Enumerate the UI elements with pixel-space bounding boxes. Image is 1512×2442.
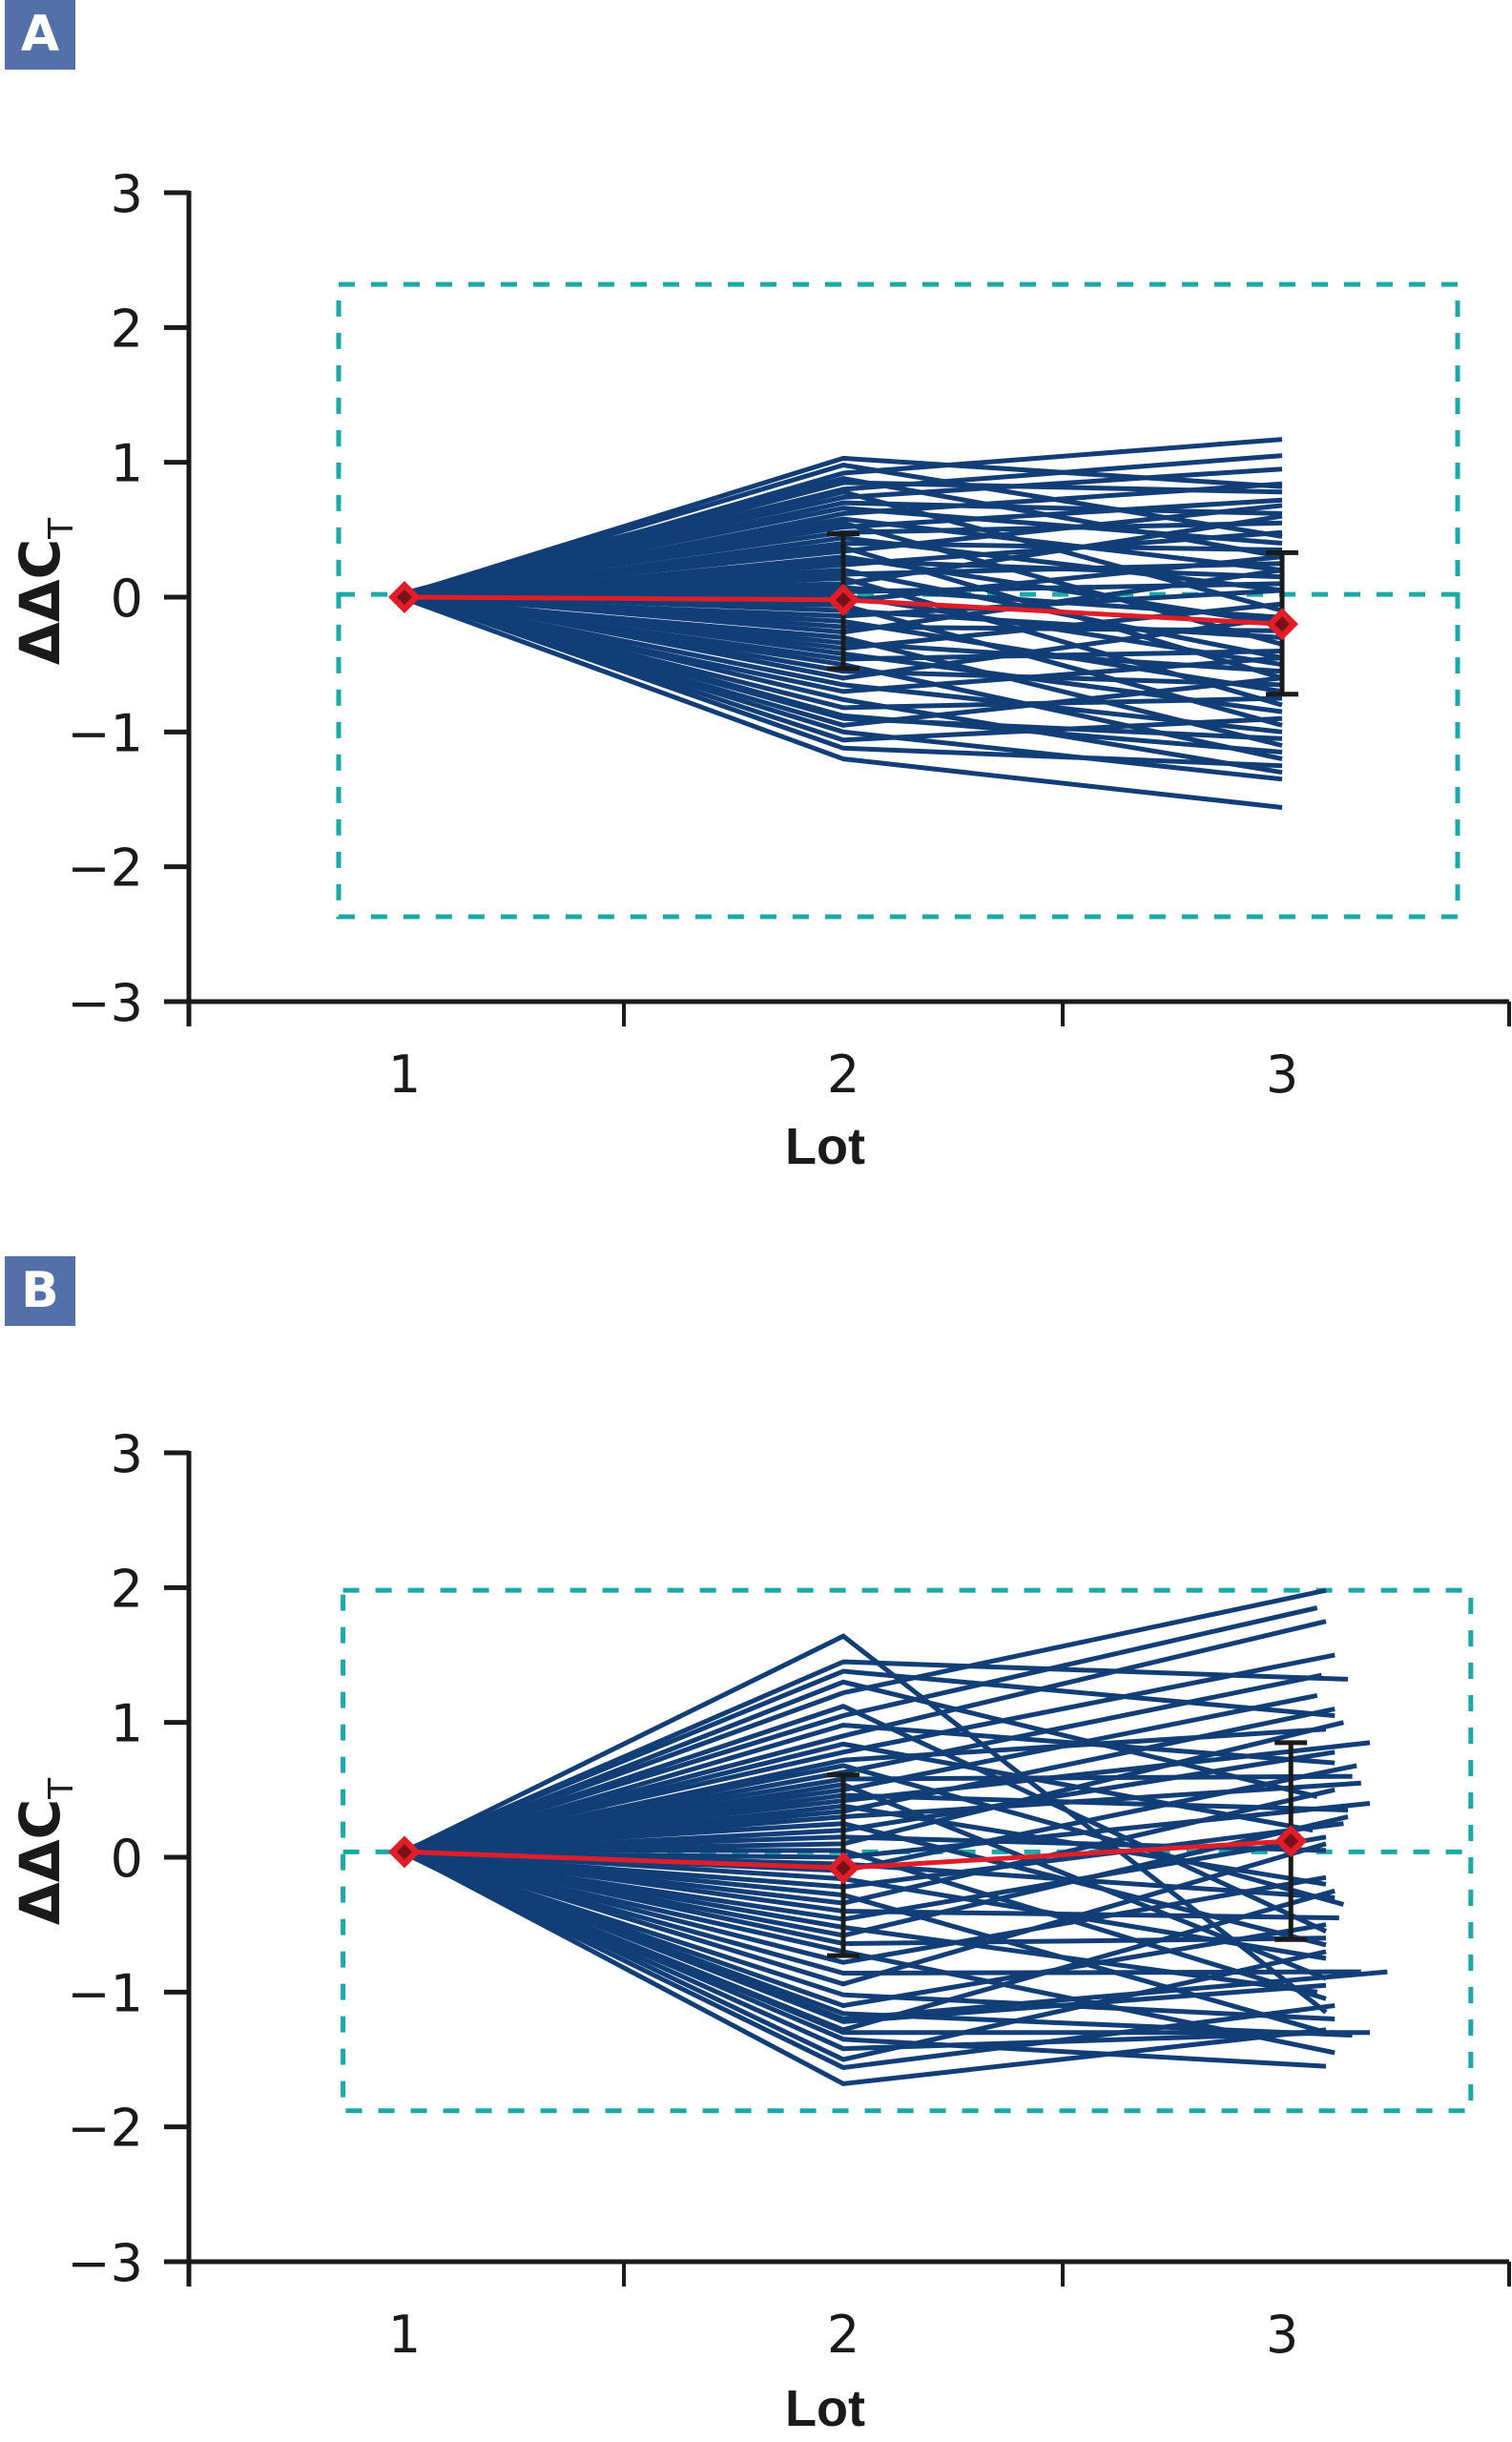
- y-tick-label: −2: [67, 2099, 143, 2159]
- mean-marker: [388, 581, 421, 613]
- x-axis-title: Lot: [785, 2380, 865, 2437]
- panel-b-label: B: [5, 1256, 75, 1326]
- mean-marker-inner: [1283, 1833, 1299, 1850]
- series-line: [404, 1679, 1318, 1856]
- mean-marker-inner: [836, 591, 851, 608]
- y-axis-title: ΔΔCT: [8, 517, 81, 665]
- series-line: [403, 1850, 1336, 2052]
- series-line: [404, 1619, 1327, 1854]
- y-tick-label: −3: [67, 973, 143, 1033]
- series-line: [404, 1849, 1370, 2036]
- series-line: [404, 1652, 1336, 1853]
- mean-marker: [1266, 608, 1298, 641]
- series-line: [404, 1668, 1336, 1853]
- y-axis-title: ΔΔCT: [8, 1777, 81, 1925]
- series-line: [404, 596, 1283, 810]
- y-tick-label: 2: [111, 299, 143, 359]
- x-tick-label: 2: [827, 2305, 860, 2365]
- series-line: [404, 593, 1283, 776]
- y-tick-label: 2: [111, 1559, 143, 1619]
- series-line: [404, 590, 1283, 681]
- y-tick-label: −2: [67, 838, 143, 899]
- series-line: [404, 1849, 1327, 1965]
- y-tick-label: 1: [111, 1694, 143, 1754]
- x-tick-label: 3: [1266, 2305, 1298, 2365]
- y-tick-label: 1: [111, 434, 143, 494]
- series-line: [404, 591, 1283, 755]
- mean-marker-inner: [836, 1860, 851, 1876]
- y-tick-label: −3: [67, 2233, 143, 2293]
- x-tick-label: 1: [388, 1045, 421, 1105]
- chart-panel-b: 3 2 1 0 −1 −2 −3 1 2 3 ΔΔCT Lot: [8, 1424, 1511, 2437]
- mean-marker: [388, 1835, 421, 1869]
- series-line: [404, 462, 1283, 598]
- series-line: [404, 466, 1283, 597]
- mean-marker-inner: [397, 590, 412, 605]
- y-tick-label: −1: [67, 703, 143, 763]
- series-line: [404, 594, 1283, 741]
- reference-box: [341, 1587, 1474, 2114]
- series-line: [404, 1849, 1388, 2022]
- series-line: [404, 1849, 1361, 1976]
- mean-marker-inner: [397, 1844, 412, 1860]
- x-axis-title: Lot: [785, 1118, 865, 1175]
- mean-marker: [827, 1852, 860, 1885]
- y-tick-label: 0: [111, 569, 143, 629]
- series-line: [404, 1605, 1318, 1853]
- series-line: [403, 1848, 1327, 2062]
- panel-a-label: A: [5, 0, 75, 70]
- mean-marker: [827, 583, 860, 616]
- series-line: [403, 1850, 1327, 2086]
- mean-marker-inner: [1274, 616, 1290, 632]
- x-tick-label: 2: [827, 1045, 860, 1105]
- series-line: [404, 1849, 1327, 2009]
- mean-marker: [1274, 1825, 1308, 1858]
- y-tick-label: 0: [111, 1829, 143, 1889]
- series-line: [404, 1587, 1327, 1854]
- x-tick-label: 3: [1266, 1045, 1298, 1105]
- chart-panel-a: 3 2 1 0 −1 −2 −3 1 2 3 ΔΔCT Lot: [8, 164, 1511, 1175]
- series-line: [404, 1851, 1336, 2022]
- x-tick-label: 1: [388, 2305, 421, 2365]
- series-line: [404, 1722, 1336, 1856]
- series-line: [404, 516, 1283, 596]
- y-tick-label: 3: [111, 164, 143, 224]
- y-tick-label: 3: [111, 1424, 143, 1484]
- series-line: [404, 591, 1283, 769]
- y-tick-label: −1: [67, 1963, 143, 2023]
- series-line: [403, 1851, 1336, 2071]
- series-line: [404, 594, 1283, 735]
- reference-box: [336, 281, 1460, 920]
- series-line: [404, 1841, 1327, 1987]
